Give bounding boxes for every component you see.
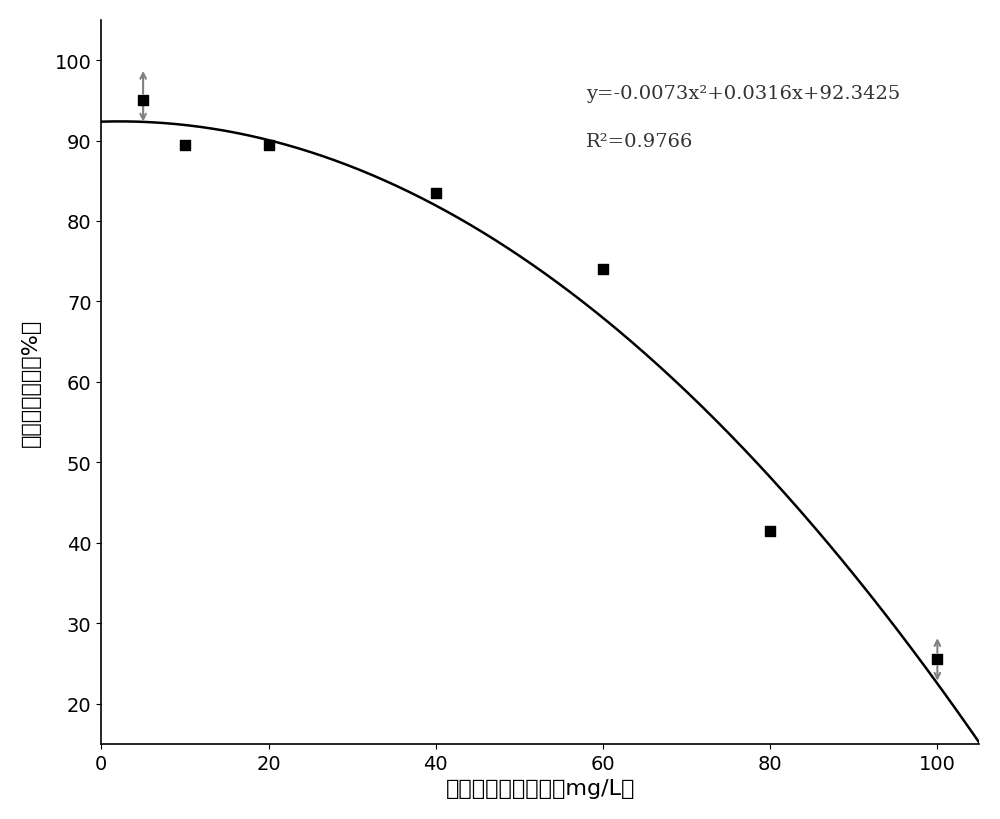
X-axis label: 玉米赤霎烯酮浓度（mg/L）: 玉米赤霎烯酮浓度（mg/L） (446, 778, 635, 799)
Point (261, 138, 277, 152)
Point (177, 138, 193, 152)
Text: R²=0.9766: R²=0.9766 (586, 133, 694, 152)
Point (595, 264, 611, 277)
Point (428, 187, 444, 200)
Text: y=-0.0073x²+0.0316x+92.3425: y=-0.0073x²+0.0316x+92.3425 (586, 85, 900, 103)
Point (762, 524, 778, 537)
Point (929, 653, 945, 666)
Y-axis label: 相对发光强度（%）: 相对发光强度（%） (21, 319, 41, 446)
Point (135, 95, 151, 108)
